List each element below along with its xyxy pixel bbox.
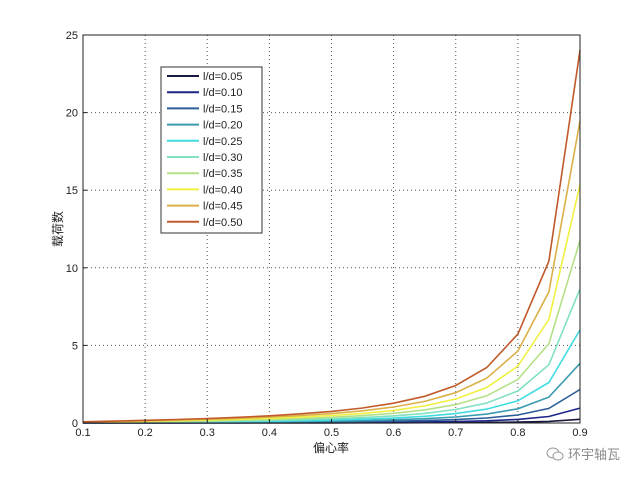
legend-label: l/d=0.05 bbox=[203, 71, 242, 83]
x-tick-label: 0.9 bbox=[572, 427, 587, 439]
legend-label: l/d=0.40 bbox=[203, 184, 242, 196]
axes-box bbox=[82, 34, 581, 424]
legend: l/d=0.05 l/d=0.10 l/d=0.15 l/d=0.20 l/d=0.25… bbox=[160, 66, 263, 234]
legend-label: l/d=0.50 bbox=[203, 217, 242, 229]
legend-label: l/d=0.20 bbox=[203, 120, 242, 132]
legend-label: l/d=0.30 bbox=[203, 152, 242, 164]
legend-label: l/d=0.10 bbox=[203, 87, 242, 99]
x-tick-label: 0.4 bbox=[262, 427, 277, 439]
legend-label: l/d=0.15 bbox=[203, 103, 242, 115]
y-tick-label: 15 bbox=[66, 185, 78, 197]
y-tick-label: 5 bbox=[72, 340, 78, 352]
legend-label: l/d=0.45 bbox=[203, 201, 242, 213]
y-tick-label: 20 bbox=[66, 108, 78, 120]
series-line-l-d-0-50 bbox=[82, 50, 581, 423]
y-tick-label: 10 bbox=[66, 263, 78, 275]
x-tick-label: 0.6 bbox=[386, 427, 401, 439]
y-tick-label: 0 bbox=[72, 418, 78, 430]
legend-label: l/d=0.25 bbox=[203, 136, 242, 148]
grid bbox=[83, 35, 580, 423]
x-axis-label: 偏心率 bbox=[313, 440, 349, 455]
x-tick-label: 0.5 bbox=[324, 427, 339, 439]
legend-label: l/d=0.35 bbox=[203, 168, 242, 180]
y-tick-label: 25 bbox=[66, 30, 78, 42]
watermark-text: 环宇轴瓦 bbox=[567, 448, 620, 463]
x-tick-label: 0.3 bbox=[200, 427, 215, 439]
wechat-logo-icon bbox=[546, 447, 564, 460]
x-tick-label: 0.7 bbox=[448, 427, 463, 439]
x-tick-label: 0.2 bbox=[137, 427, 152, 439]
watermark: 环宇轴瓦 bbox=[546, 444, 620, 463]
y-axis-label: 载荷数 bbox=[50, 211, 65, 247]
x-tick-label: 0.8 bbox=[510, 427, 525, 439]
ticks: 0.1 0.2 0.3 0.4 0.5 0.6 0.7 0.8 0.9 0 5 10 15 20 25 bbox=[66, 30, 588, 439]
x-tick-label: 0.1 bbox=[75, 427, 90, 439]
